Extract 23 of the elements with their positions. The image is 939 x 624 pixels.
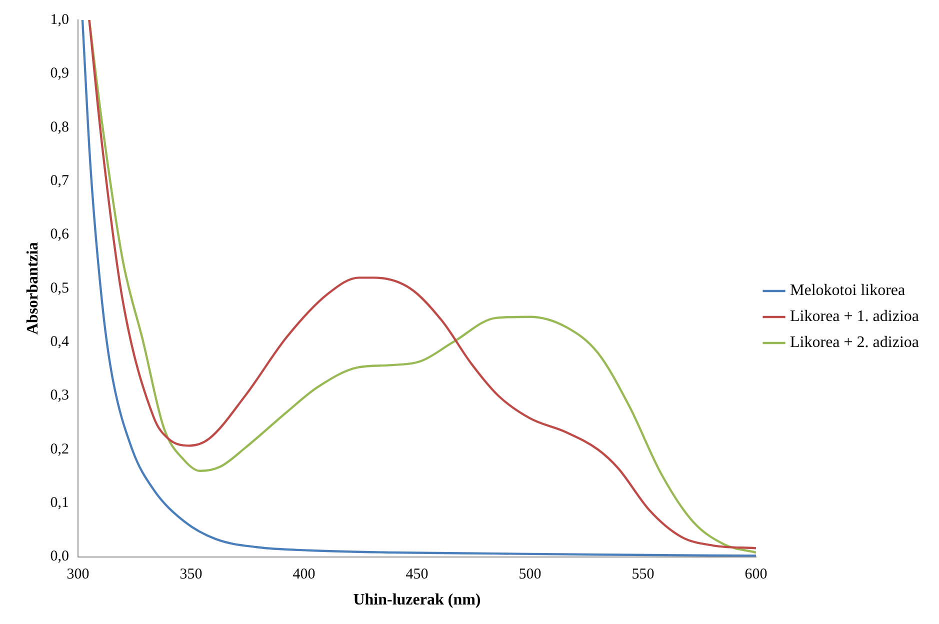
y-tick-label: 0,8: [50, 119, 69, 136]
x-axis-title: Uhin-luzerak (nm): [353, 592, 481, 609]
x-tick-label: 450: [406, 566, 428, 583]
y-tick-label: 0,5: [50, 280, 69, 296]
x-tick-label: 550: [632, 566, 654, 583]
legend-label: Melokotoi likorea: [790, 282, 906, 300]
y-tick-label: 0,0: [50, 548, 69, 565]
legend-label: Likorea + 1. adizioa: [790, 308, 919, 326]
x-tick-label: 400: [292, 566, 316, 583]
y-tick-label: 0,1: [50, 495, 69, 512]
y-tick-label: 1,0: [50, 12, 69, 28]
x-tick-label: 350: [180, 566, 202, 583]
y-axis-title: Absorbantzia: [24, 242, 42, 335]
y-tick-label: 0,3: [50, 388, 69, 404]
y-tick-label: 0,7: [50, 172, 70, 189]
legend-label: Likorea + 2. adizioa: [790, 334, 919, 352]
y-tick-label: 0,2: [50, 441, 69, 458]
y-tick-label: 0,4: [50, 334, 70, 350]
x-tick-label: 300: [66, 566, 90, 583]
y-tick-label: 0,9: [50, 66, 69, 82]
x-tick-label: 500: [518, 566, 542, 583]
y-tick-label: 0,6: [50, 226, 70, 243]
x-tick-label: 600: [744, 566, 768, 583]
